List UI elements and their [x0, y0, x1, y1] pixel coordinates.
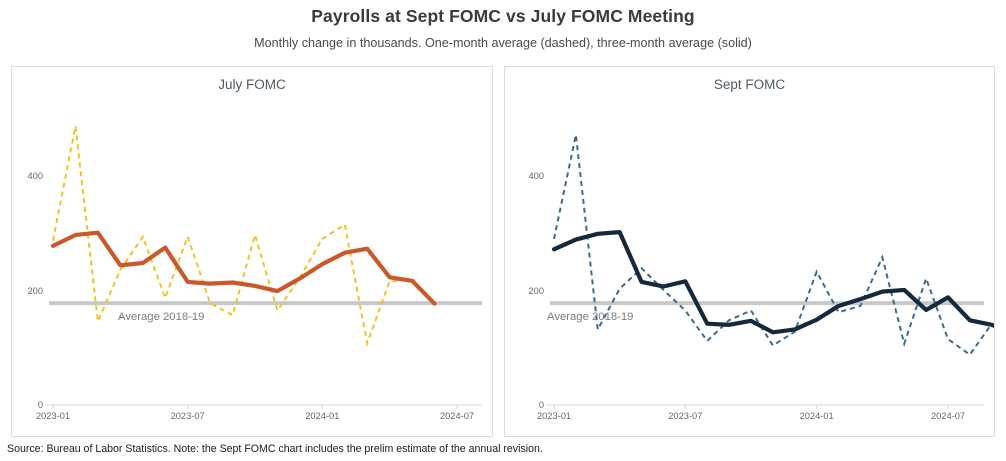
x-axis-tick-label: 2023-01: [35, 411, 71, 421]
x-axis-tick-label: 2024-07: [930, 411, 966, 421]
line-chart-svg: [45, 125, 482, 409]
y-axis-tick-label: 200: [528, 285, 544, 296]
source-note: Source: Bureau of Labor Statistics. Note…: [7, 443, 543, 455]
x-axis-tick-label: 2024-07: [439, 411, 475, 421]
x-axis-tick-label: 2023-01: [536, 411, 572, 421]
panel-container: July FOMC 0 200 400 2023-01 2023-07 2024-01 20…: [11, 66, 995, 437]
y-axis-tick-label: 400: [528, 171, 544, 181]
panel-title-july: July FOMC: [218, 77, 286, 92]
series-three-month-average: [50, 230, 437, 306]
page-title: Payrolls at Sept FOMC vs July FOMC Meeti…: [311, 6, 695, 26]
series-three-month-average: [551, 230, 994, 335]
x-axis-tick-label: 2023-07: [170, 411, 205, 421]
x-axis-tick-label: 2024-01: [305, 411, 340, 421]
panel-title-sept: Sept FOMC: [713, 77, 786, 92]
y-axis-tick-label: 0: [37, 400, 43, 410]
series-one-month-average: [553, 134, 993, 357]
series-one-month-average: [52, 125, 413, 347]
y-axis-tick-label: 200: [27, 285, 43, 296]
line-chart-svg: [546, 134, 994, 409]
page-subtitle: Monthly change in thousands. One-month a…: [254, 36, 752, 50]
average-annotation-label: Average 2018-19: [118, 311, 205, 324]
plot-area-july: 0 200 400 2023-01 2023-07 2024-01 2024-07 Avera…: [12, 67, 492, 436]
x-axis-tick-label: 2023-07: [668, 411, 703, 421]
y-axis-tick-label: 400: [27, 171, 43, 181]
average-annotation-label: Average 2018-19: [547, 311, 634, 324]
plot-area-sept: 0 200 400 2023-01 2023-07 2024-01 2024-07 Avera…: [505, 67, 994, 436]
x-axis-tick-label: 2024-01: [799, 411, 834, 421]
panel-sept-fomc: Sept FOMC 0 200 400 2023-01 2023-07 2024-01 20…: [504, 66, 995, 437]
y-axis-tick-label: 0: [538, 400, 544, 410]
panel-july-fomc: July FOMC 0 200 400 2023-01 2023-07 2024-01 20…: [11, 66, 493, 437]
